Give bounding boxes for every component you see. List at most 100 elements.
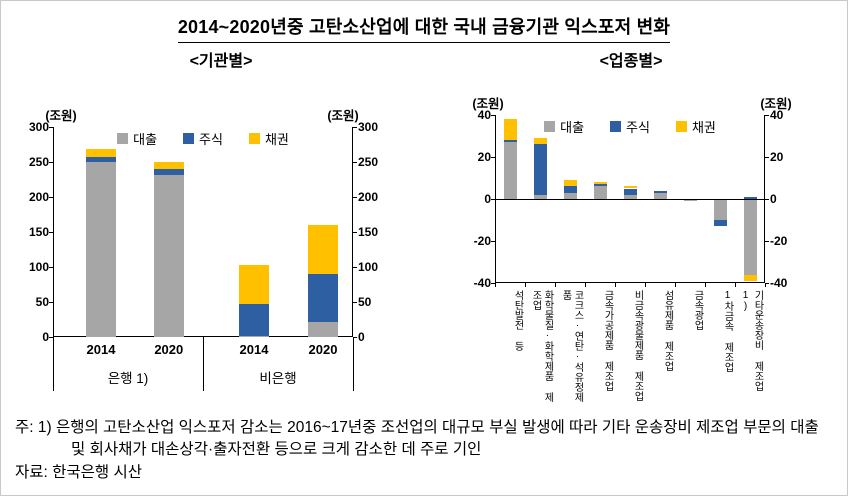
bar-segment-stock [153,169,184,175]
y-tick-mark [491,198,495,200]
x-category-label: 1차금속 제조업 [722,290,733,372]
group-label: 은행 1) [107,371,149,386]
y-tick-mark [353,196,357,198]
x-category-label: 섬유제품 제조업 [662,290,673,371]
y-tick-label-left: 50 [35,295,49,309]
bar-segment-stock [86,157,116,162]
y-tick-label-right: 200 [358,190,379,204]
y-tick-label-left: 150 [28,225,49,239]
x-category-label: 금속가공제품 제조업 [602,290,613,391]
x-tick-mark [735,283,736,287]
y-tick-mark [765,282,769,284]
x-category-label: 석탄발전 등 [512,290,523,351]
y-tick-label-right: 100 [358,260,379,274]
y-tick-label-left: 100 [28,260,49,274]
bar-segment-stock [743,196,757,199]
y-tick-label-right: 300 [358,120,379,134]
y-tick-mark [49,301,53,303]
axis-unit-label: (조원) [472,97,504,111]
y-tick-mark [491,282,495,284]
bar-segment-loan [308,322,338,337]
y-tick-mark [49,161,53,163]
bar-segment-loan [743,199,757,275]
legend-item-bond: 채권 [248,131,289,147]
x-category-label: 비금속광물제품 제조업 [632,290,643,401]
x-category-label: 2020 [154,342,184,357]
bar-segment-stock [713,220,727,227]
bar-segment-loan [623,194,637,199]
source-note: 자료: 한국은행 시산 [15,464,142,481]
x-tick-mark [525,283,526,287]
legend-swatch-loan [544,120,556,132]
x-tick-mark [765,283,766,287]
y-tick-label-left: 200 [28,190,49,204]
footnote: 주: 1) 은행의 고탄소산업 익스포저 감소는 2016~17년중 조선업의 … [15,419,819,458]
chart-notes: 주: 1) 은행의 고탄소산업 익스포저 감소는 2016~17년중 조선업의 … [15,417,837,484]
bar-segment-stock [503,140,517,143]
y-tick-mark [49,196,53,198]
y-tick-mark [353,161,357,163]
bar-segment-bond [533,138,547,145]
y-tick-label-left: 0 [42,330,49,344]
bar-segment-bond [503,119,517,141]
legend-swatch-bond [248,132,260,144]
y-tick-label-right: 150 [358,225,379,239]
legend-item-loan: 대출 [117,131,157,147]
legend: 대출 주식 채권 [53,131,353,147]
legend: 대출 주식 채권 [495,119,765,135]
legend-item-stock: 주식 [183,131,223,147]
y-tick-label-right: 250 [358,155,379,169]
bar-segment-stock [653,190,667,193]
y-tick-label-left: -20 [473,234,491,248]
bar-segment-stock [239,304,269,336]
institution-chart: (조원) (조원) 0 0 50 50 100 100 150 150 200 200 250 250 30… [15,91,407,409]
y-tick-label-right: 40 [770,108,784,122]
y-tick-label-left: 0 [484,192,491,206]
legend-label-bond: 채권 [264,131,289,147]
y-tick-mark [491,156,495,158]
bar-segment-loan [713,199,727,220]
bar-segment-loan [593,186,607,199]
y-tick-label-right: -40 [770,276,788,290]
axis-unit-label: (조원) [45,109,77,123]
group-divider [53,337,54,391]
y-tick-mark [353,126,357,128]
legend-label-loan: 대출 [560,119,585,135]
legend-swatch-loan [117,132,129,144]
y-tick-label-left: 20 [477,150,491,164]
page-title-row: 2014~2020년중 고탄소산업에 대한 국내 금융기관 익스포저 변화 [1,13,847,43]
bar-segment-stock [623,188,637,195]
legend-item-stock: 주식 [610,119,650,135]
bar-segment-bond [593,182,607,185]
y-tick-mark [353,266,357,268]
legend-label-bond: 채권 [691,119,716,135]
x-tick-mark [585,283,586,287]
x-category-label: 금속광업 [692,290,703,330]
bar-segment-bond [153,162,184,169]
y-tick-mark [491,240,495,242]
group-divider [203,337,204,391]
bar-segment-loan [653,192,667,199]
x-tick-mark [555,283,556,287]
group-label: 비은행 [259,371,297,386]
bar-segment-loan [563,192,577,199]
legend-item-bond: 채권 [675,119,716,135]
bar-segment-bond [239,264,269,305]
x-tick-mark [615,283,616,287]
legend-swatch-bond [675,120,687,132]
group-divider [353,337,354,391]
y-tick-mark [491,114,495,116]
y-tick-mark [353,301,357,303]
left-chart-title: <기관별> [189,53,253,70]
axis-unit-label: (조원) [760,97,792,111]
y-tick-label-right: 0 [358,330,365,344]
legend-swatch-stock [610,120,622,132]
bar-segment-loan [503,142,517,199]
x-tick-mark [705,283,706,287]
x-tick-mark [645,283,646,287]
y-tick-mark [49,336,53,338]
bar-segment-bond [308,225,338,274]
y-tick-mark [765,198,769,200]
legend-swatch-stock [183,132,195,144]
bar-segment-bond [563,180,577,187]
